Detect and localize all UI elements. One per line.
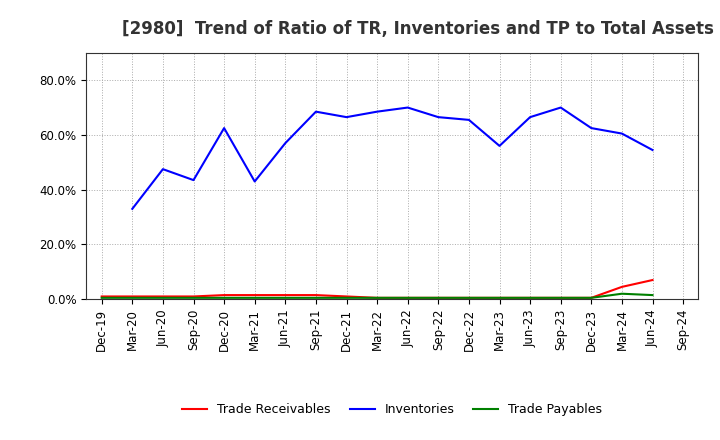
Line: Inventories: Inventories [132,107,652,209]
Inventories [403,105,412,110]
Inventories [220,125,228,131]
Inventories [189,177,198,183]
Legend: Trade Receivables, Inventories, Trade Payables: Trade Receivables, Inventories, Trade Pa… [177,398,608,421]
Trade Payables [464,295,473,301]
Trade Receivables [158,294,167,299]
Trade Receivables [434,295,443,301]
Inventories [464,117,473,122]
Trade Receivables [618,284,626,290]
Trade Payables [526,295,534,301]
Trade Payables [648,293,657,298]
Trade Payables [587,295,595,301]
Inventories [587,125,595,131]
Trade Payables [373,295,382,301]
Trade Receivables [648,277,657,282]
Trade Payables [495,295,504,301]
Inventories [618,131,626,136]
Trade Payables [97,295,106,301]
Inventories [526,114,534,120]
Trade Receivables [587,295,595,301]
Trade Payables [220,295,228,301]
Trade Receivables [464,295,473,301]
Trade Receivables [557,295,565,301]
Trade Payables [557,295,565,301]
Trade Payables [251,295,259,301]
Trade Payables [312,295,320,301]
Inventories [648,147,657,153]
Inventories [495,143,504,149]
Trade Payables [189,295,198,301]
Trade Payables [618,291,626,297]
Trade Receivables [251,293,259,298]
Inventories [373,109,382,114]
Inventories [251,179,259,184]
Trade Payables [403,295,412,301]
Trade Receivables [189,294,198,299]
Line: Trade Payables: Trade Payables [102,294,652,298]
Trade Payables [342,295,351,301]
Inventories [342,114,351,120]
Trade Receivables [373,295,382,301]
Inventories [128,206,137,212]
Trade Payables [281,295,289,301]
Trade Receivables [403,295,412,301]
Inventories [312,109,320,114]
Trade Payables [434,295,443,301]
Trade Receivables [495,295,504,301]
Trade Receivables [281,293,289,298]
Inventories [158,166,167,172]
Text: [2980]  Trend of Ratio of TR, Inventories and TP to Total Assets: [2980] Trend of Ratio of TR, Inventories… [122,20,714,38]
Trade Receivables [128,294,137,299]
Trade Payables [158,295,167,301]
Trade Payables [128,295,137,301]
Inventories [557,105,565,110]
Trade Receivables [220,293,228,298]
Inventories [281,140,289,146]
Trade Receivables [97,294,106,299]
Trade Receivables [342,294,351,299]
Trade Receivables [526,295,534,301]
Line: Trade Receivables: Trade Receivables [102,280,652,298]
Inventories [434,114,443,120]
Trade Receivables [312,293,320,298]
